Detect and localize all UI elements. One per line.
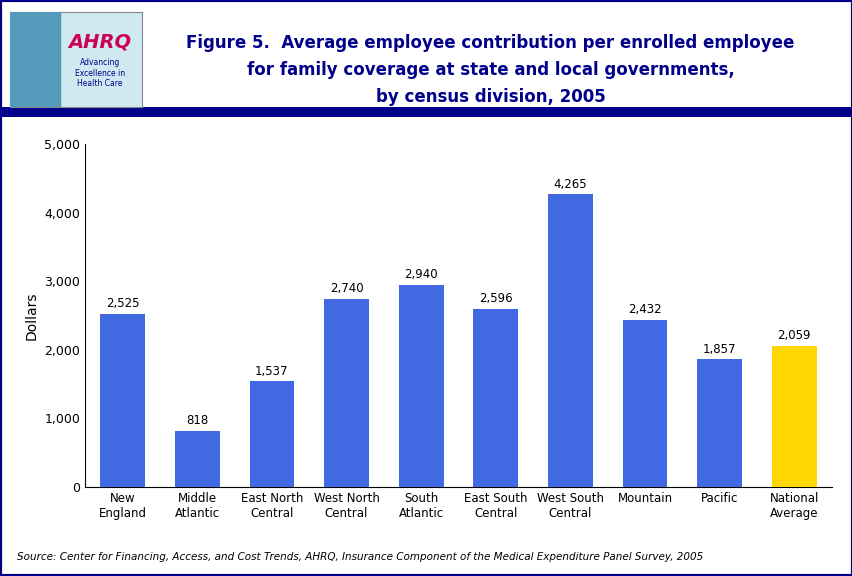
Bar bbox=[175, 431, 220, 487]
Bar bbox=[473, 309, 517, 487]
Text: AHRQ: AHRQ bbox=[68, 32, 131, 51]
Text: 1,857: 1,857 bbox=[702, 343, 735, 355]
Text: 2,740: 2,740 bbox=[330, 282, 363, 295]
Text: for family coverage at state and local governments,: for family coverage at state and local g… bbox=[246, 61, 734, 79]
Text: by census division, 2005: by census division, 2005 bbox=[375, 88, 605, 107]
Text: 818: 818 bbox=[186, 414, 208, 427]
Bar bbox=[249, 381, 294, 487]
Bar bbox=[622, 320, 666, 487]
Text: 2,432: 2,432 bbox=[628, 303, 661, 316]
Bar bbox=[324, 299, 369, 487]
Text: 2,940: 2,940 bbox=[404, 268, 437, 282]
Bar bbox=[771, 346, 815, 487]
Bar bbox=[548, 194, 592, 487]
Text: 2,525: 2,525 bbox=[106, 297, 139, 310]
Y-axis label: Dollars: Dollars bbox=[25, 291, 39, 340]
Bar bbox=[10, 12, 60, 107]
Text: Figure 5.  Average employee contribution per enrolled employee: Figure 5. Average employee contribution … bbox=[186, 34, 794, 52]
Bar bbox=[696, 359, 741, 487]
Text: 1,537: 1,537 bbox=[255, 365, 288, 378]
Text: Source: Center for Financing, Access, and Cost Trends, AHRQ, Insurance Component: Source: Center for Financing, Access, an… bbox=[17, 552, 703, 562]
Text: 2,059: 2,059 bbox=[777, 329, 810, 342]
Text: 2,596: 2,596 bbox=[479, 292, 512, 305]
Text: Advancing
Excellence in
Health Care: Advancing Excellence in Health Care bbox=[75, 58, 125, 88]
Bar bbox=[101, 314, 145, 487]
Text: 4,265: 4,265 bbox=[553, 177, 586, 191]
Bar bbox=[399, 285, 443, 487]
